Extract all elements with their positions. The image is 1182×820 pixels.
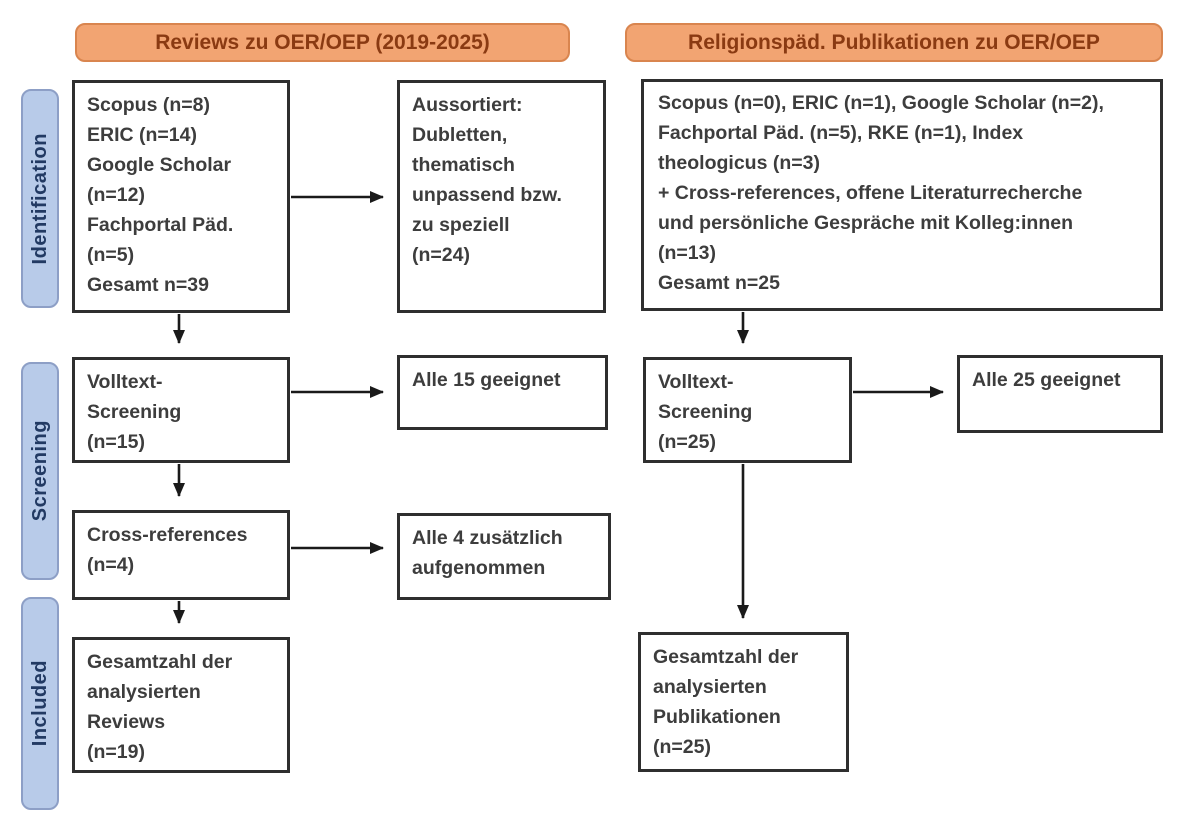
- box-relpaed-fulltext-screening: Volltext- Screening (n=25): [643, 357, 852, 463]
- box-relpaed-included-total: Gesamtzahl der analysierten Publikatione…: [638, 632, 849, 772]
- stage-label-screening: Screening: [21, 362, 59, 580]
- box-reviews-crossreferences: Cross-references (n=4): [72, 510, 290, 600]
- column-header-reviews: Reviews zu OER/OEP (2019-2025): [75, 23, 570, 62]
- box-relpaed-fulltext-result: Alle 25 geeignet: [957, 355, 1163, 433]
- box-reviews-fulltext-result: Alle 15 geeignet: [397, 355, 608, 430]
- box-relpaed-sources: Scopus (n=0), ERIC (n=1), Google Scholar…: [641, 79, 1163, 311]
- stage-label-included-text: Included: [28, 660, 51, 747]
- stage-label-included: Included: [21, 597, 59, 810]
- box-reviews-excluded: Aussortiert: Dubletten, thematisch unpas…: [397, 80, 606, 313]
- column-header-relpaed-label: Religionspäd. Publikationen zu OER/OEP: [688, 30, 1100, 54]
- column-header-relpaed: Religionspäd. Publikationen zu OER/OEP: [625, 23, 1163, 62]
- box-reviews-crossref-result: Alle 4 zusätzlich aufgenommen: [397, 513, 611, 600]
- box-reviews-sources: Scopus (n=8) ERIC (n=14) Google Scholar …: [72, 80, 290, 313]
- stage-label-identification-text: Identification: [28, 132, 51, 265]
- stage-label-screening-text: Screening: [28, 420, 51, 522]
- stage-label-identification: Identification: [21, 89, 59, 308]
- column-header-reviews-label: Reviews zu OER/OEP (2019-2025): [155, 30, 490, 54]
- box-reviews-fulltext-screening: Volltext- Screening (n=15): [72, 357, 290, 463]
- box-reviews-included-total: Gesamtzahl der analysierten Reviews (n=1…: [72, 637, 290, 773]
